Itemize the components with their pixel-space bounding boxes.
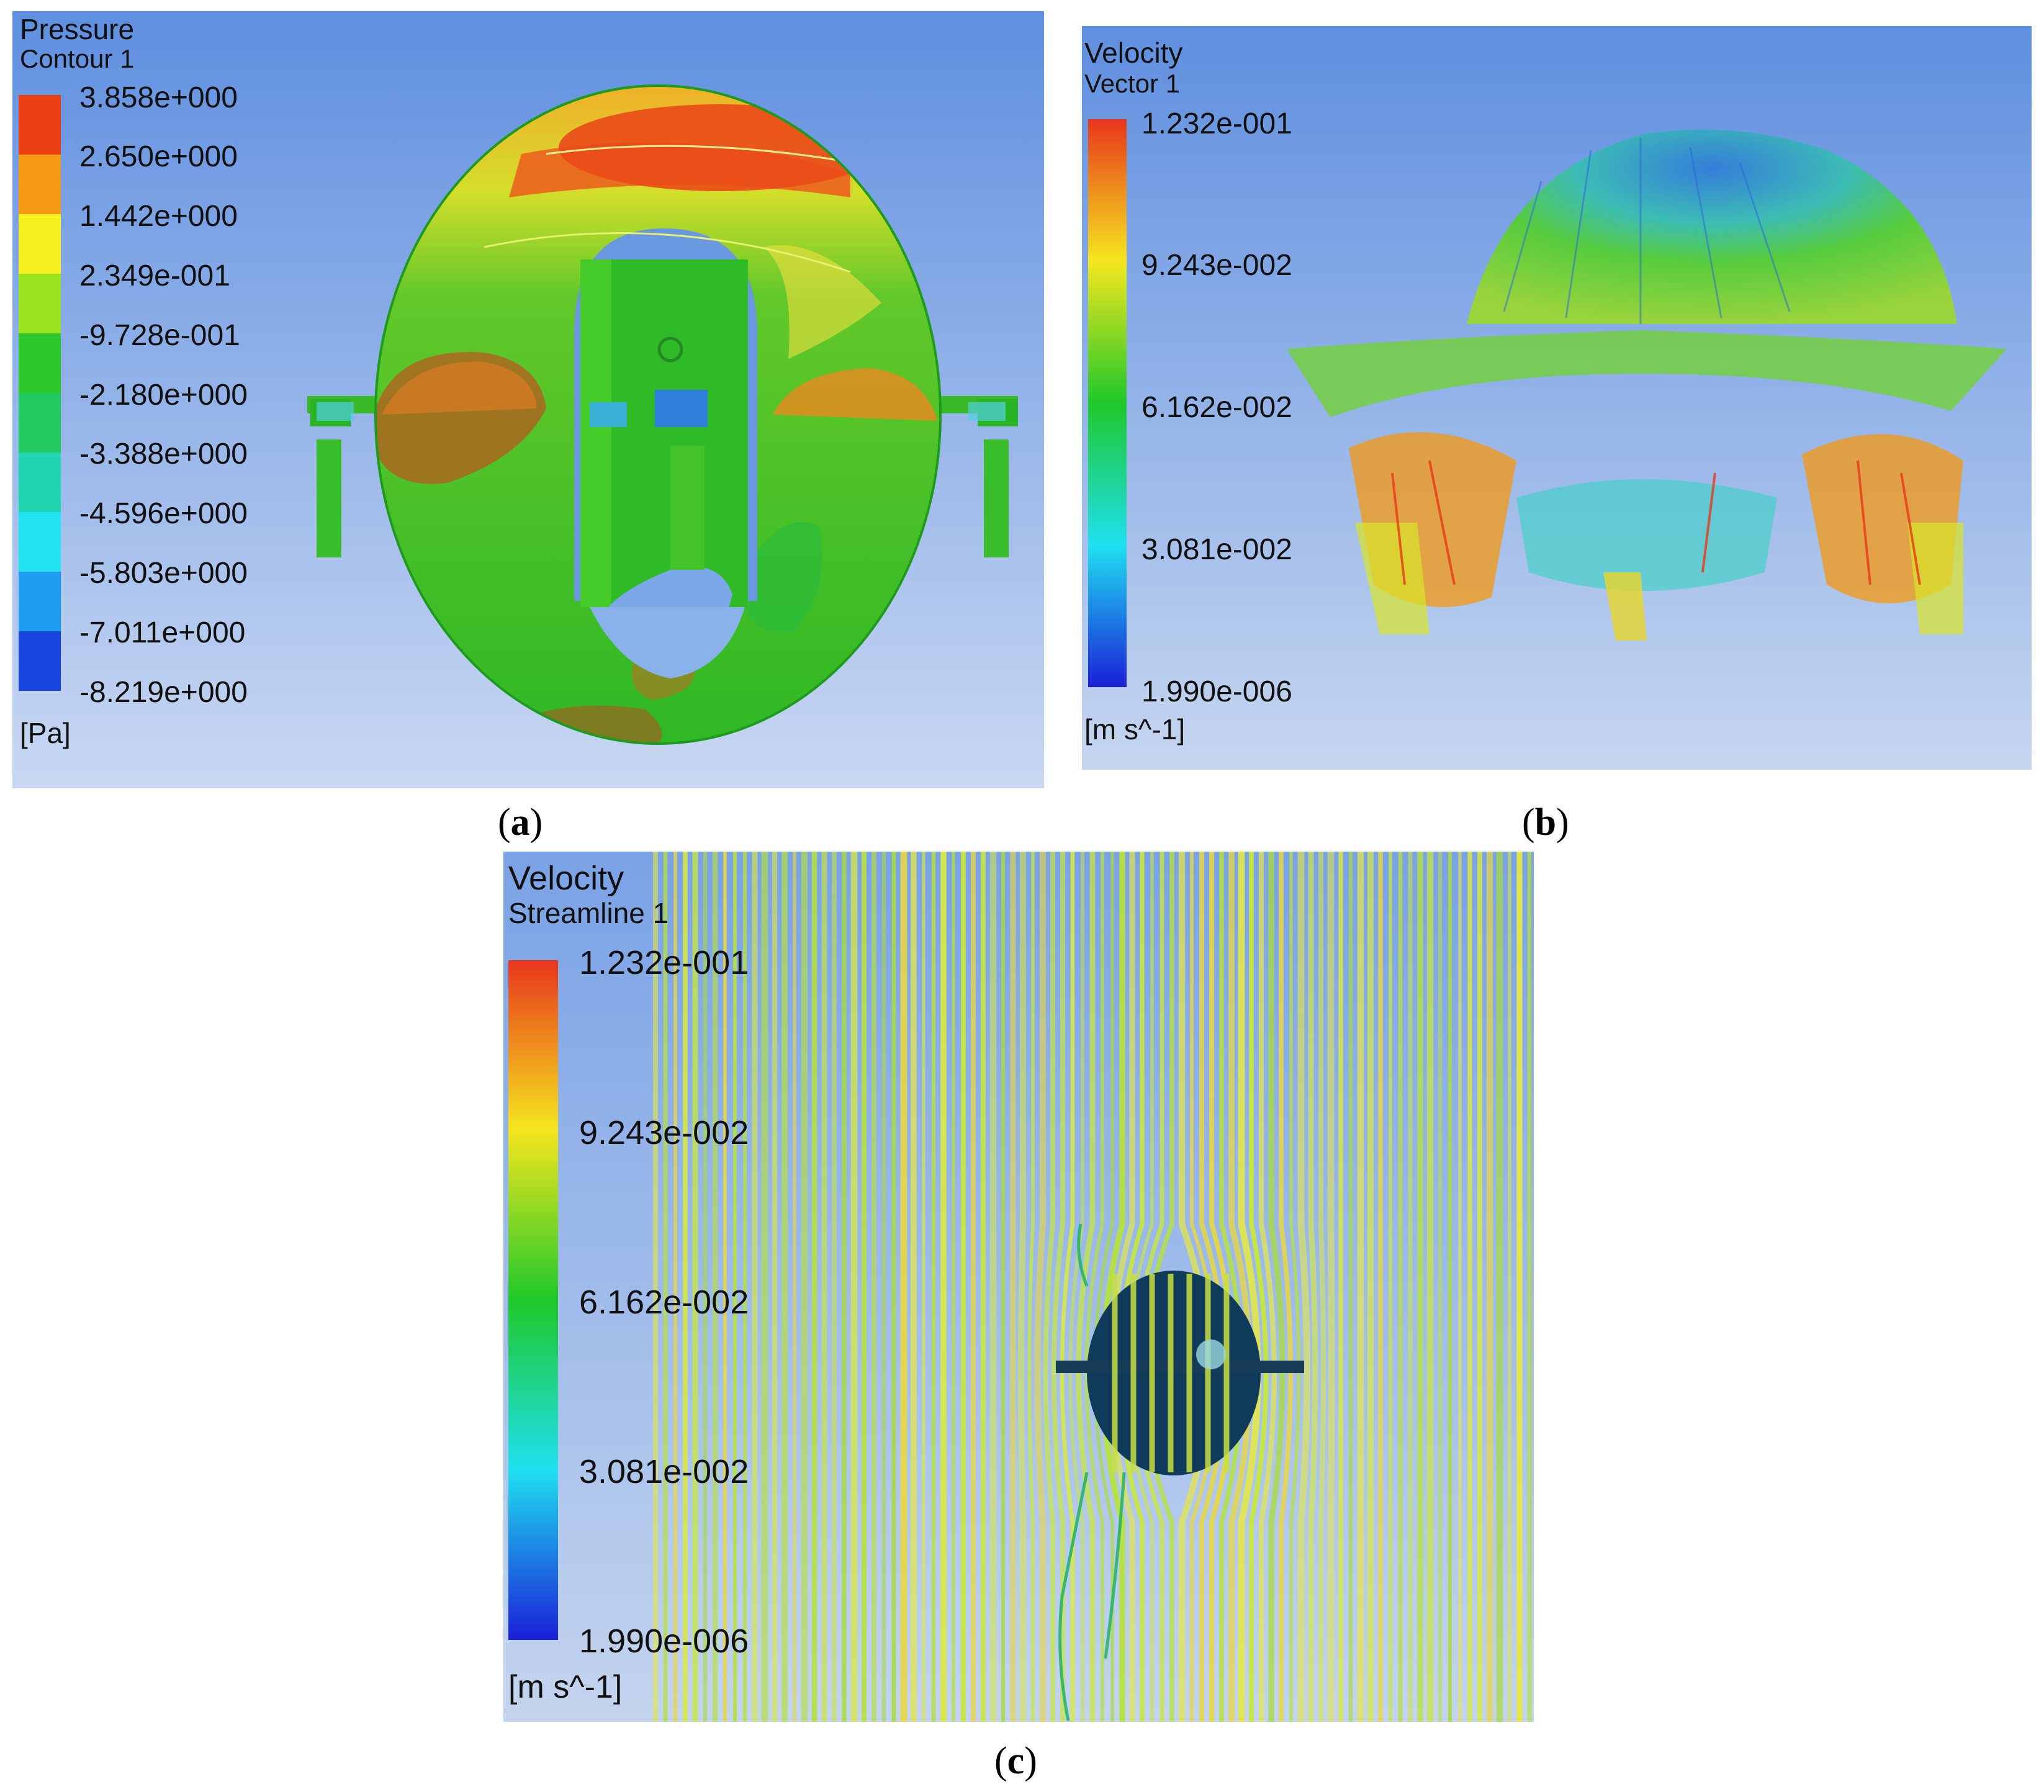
panel-b-subtitle: Vector 1	[1084, 69, 1181, 98]
vector-field	[1287, 129, 2007, 641]
right-leg	[984, 439, 1009, 557]
legend-tick-label: -9.728e-001	[79, 318, 240, 352]
streamline	[1318, 852, 1326, 1722]
legend-tick-label: 3.081e-002	[1141, 533, 1292, 566]
streamline	[1308, 852, 1318, 1722]
legend-tick-label: 1.442e+000	[79, 200, 238, 233]
sphere-silhouette	[1056, 1271, 1304, 1475]
legend-tick-label: -3.388e+000	[79, 438, 248, 471]
velocity-legend-bar-b	[1088, 119, 1127, 687]
legend-tick-label: 1.990e-006	[1141, 675, 1292, 708]
streamline	[1018, 852, 1026, 1722]
streamline	[1297, 852, 1311, 1722]
legend-tick-label: -7.011e+000	[79, 616, 246, 649]
legend-tick-label: 6.162e-002	[579, 1283, 749, 1321]
panel-a-units: [Pa]	[20, 717, 71, 749]
panel-b-title: Velocity	[1084, 37, 1183, 69]
panel-c-title: Velocity	[508, 860, 624, 897]
panel-a-pressure-contour: Pressure Contour 1 [Pa] 3.858e+000 2.650e…	[12, 11, 1044, 788]
panel-c-graphic	[503, 852, 1534, 1722]
legend-tick-label: -4.596e+000	[79, 497, 248, 531]
panel-a-caption: (a)	[498, 801, 543, 844]
legend-tick-label: 3.858e+000	[79, 81, 238, 114]
panel-c-caption: (c)	[994, 1740, 1037, 1782]
legend-tick-label: 3.081e-002	[579, 1453, 749, 1491]
panel-c-subtitle: Streamline 1	[508, 897, 669, 929]
legend-tick-label: -5.803e+000	[79, 557, 248, 590]
legend-tick-label: -8.219e+000	[79, 675, 248, 709]
legend-tick-label: 1.990e-006	[579, 1623, 749, 1660]
panel-a-title: Pressure	[20, 13, 135, 45]
pressure-legend-bar	[19, 95, 61, 691]
panel-b-velocity-vectors: Velocity Vector 1 [m s^-1] 1.232e-001 9.2…	[1082, 26, 2032, 770]
panel-b-graphic	[1082, 26, 2032, 770]
legend-tick-label: 6.162e-002	[1141, 391, 1292, 425]
legend-tick-label: -2.180e+000	[79, 378, 248, 412]
streamlines	[653, 852, 1532, 1722]
legend-tick-label: 1.232e-001	[1141, 107, 1292, 140]
wake-streamlines	[1058, 1223, 1126, 1721]
legend-tick-label: 2.650e+000	[79, 140, 238, 174]
panel-c-velocity-streamlines: Velocity Streamline 1 [m s^-1] 1.232e-00…	[503, 852, 1534, 1722]
legend-tick-label: 9.243e-002	[1141, 249, 1292, 282]
left-leg	[317, 439, 341, 557]
velocity-legend-bar-c	[508, 960, 558, 1640]
streamline	[1051, 852, 1065, 1722]
sphere-body	[376, 86, 940, 744]
streamline	[1034, 852, 1046, 1722]
panel-c-units: [m s^-1]	[508, 1669, 623, 1705]
panel-a-graphic	[12, 11, 1044, 788]
streamline	[1043, 852, 1055, 1722]
legend-tick-label: 1.232e-001	[579, 944, 749, 982]
panel-a-subtitle: Contour 1	[20, 44, 135, 73]
legend-tick-label: 9.243e-002	[579, 1114, 749, 1151]
panel-b-caption: (b)	[1522, 801, 1569, 844]
streamline	[1027, 852, 1035, 1722]
panel-b-units: [m s^-1]	[1084, 713, 1186, 745]
legend-tick-label: 2.349e-001	[79, 259, 230, 292]
